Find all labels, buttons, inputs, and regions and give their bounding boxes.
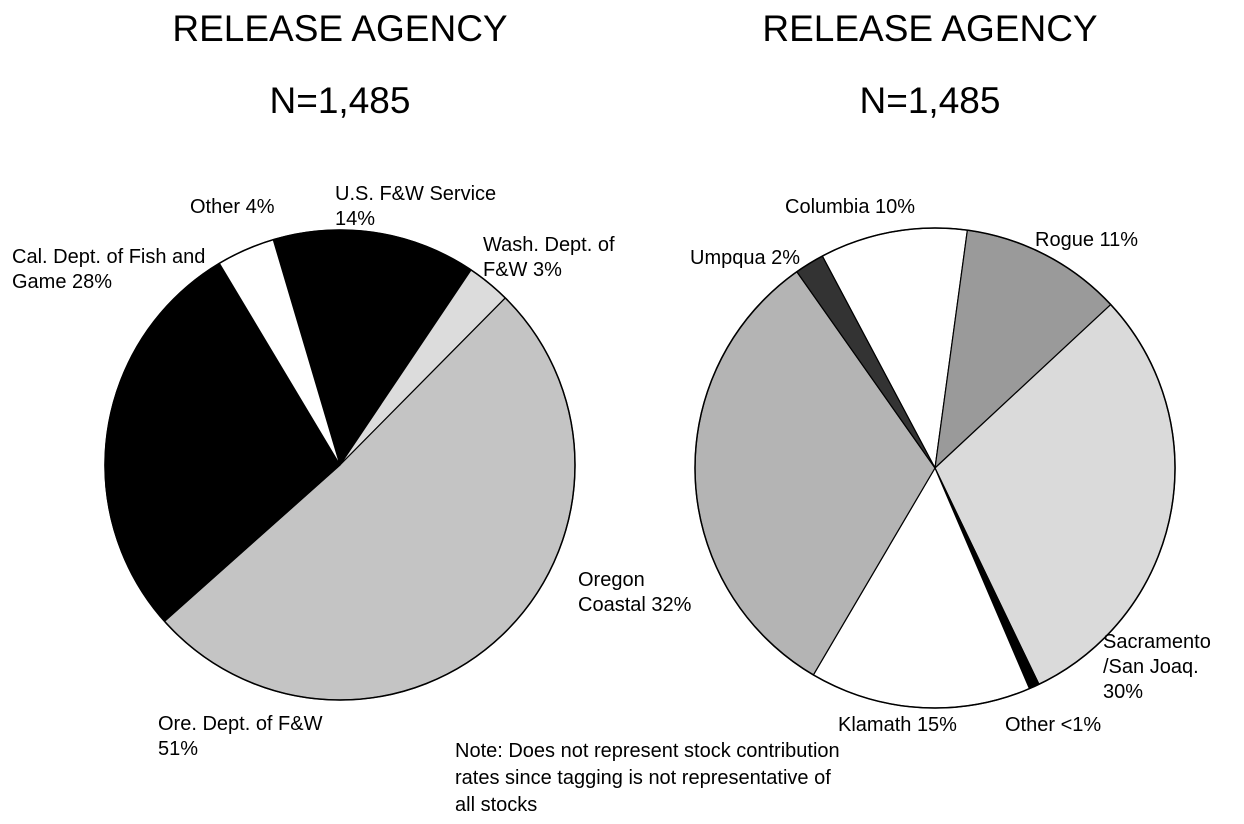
chart-subtitle: N=1,485	[859, 80, 1001, 121]
slice-value: 28%	[72, 271, 113, 293]
slice-value: 30%	[1103, 681, 1144, 703]
slice-name: Wash. Dept. of F&W	[483, 234, 615, 281]
pie-outline	[694, 227, 1176, 709]
note: Note: Does not represent stock contribut…	[455, 740, 840, 816]
slice-name: Other	[190, 196, 241, 218]
slice-value: <1%	[1060, 714, 1102, 736]
slice-label: Cal. Dept. of Fish and Game 28%	[12, 245, 207, 295]
slice-label: Ore. Dept. of F&W 51%	[158, 712, 323, 762]
slice-label: Oregon Coastal 32%	[578, 568, 713, 618]
slice-label: Other <1%	[1005, 713, 1135, 738]
slice-value: 4%	[245, 196, 275, 218]
slice-label: Wash. Dept. of F&W 3%	[483, 233, 658, 283]
slice-label: Rogue 11%	[1035, 228, 1185, 253]
slice-name: Ore. Dept. of F&W	[158, 713, 323, 735]
slice-value: 32%	[651, 594, 692, 616]
slice-value: 14%	[335, 208, 376, 230]
slice-name: Umpqua	[690, 247, 766, 269]
slice-name: Cal. Dept. of Fish and Game	[12, 246, 206, 293]
chart-title: RELEASE AGENCY	[172, 8, 508, 49]
slice-name: U.S. F&W Service	[335, 183, 497, 205]
slice-name: Rogue	[1035, 229, 1094, 251]
slice-name: Sacramento /San Joaq.	[1103, 631, 1211, 678]
slice-name: Columbia	[785, 196, 870, 218]
slice-name: Oregon Coastal	[578, 569, 646, 616]
slice-value: 3%	[533, 259, 562, 281]
chart-subtitle: N=1,485	[269, 80, 411, 121]
slice-name: Other	[1005, 714, 1056, 736]
chart-title: RELEASE AGENCY	[762, 8, 1098, 49]
slice-value: 2%	[771, 247, 801, 269]
slice-name: Klamath	[838, 714, 912, 736]
pie-outline	[104, 229, 576, 701]
slice-label: Klamath 15%	[838, 713, 988, 738]
slice-label: Columbia 10%	[785, 195, 965, 220]
slice-label: Umpqua 2%	[690, 246, 840, 271]
slice-label: U.S. F&W Service 14%	[335, 182, 520, 232]
slice-label: Other 4%	[190, 195, 290, 220]
slice-value: 15%	[916, 714, 957, 736]
slice-value: 11%	[1099, 229, 1139, 251]
slice-value: 10%	[875, 196, 916, 218]
slice-label: Sacramento /San Joaq. 30%	[1103, 630, 1243, 705]
slice-value: 51%	[158, 738, 199, 760]
